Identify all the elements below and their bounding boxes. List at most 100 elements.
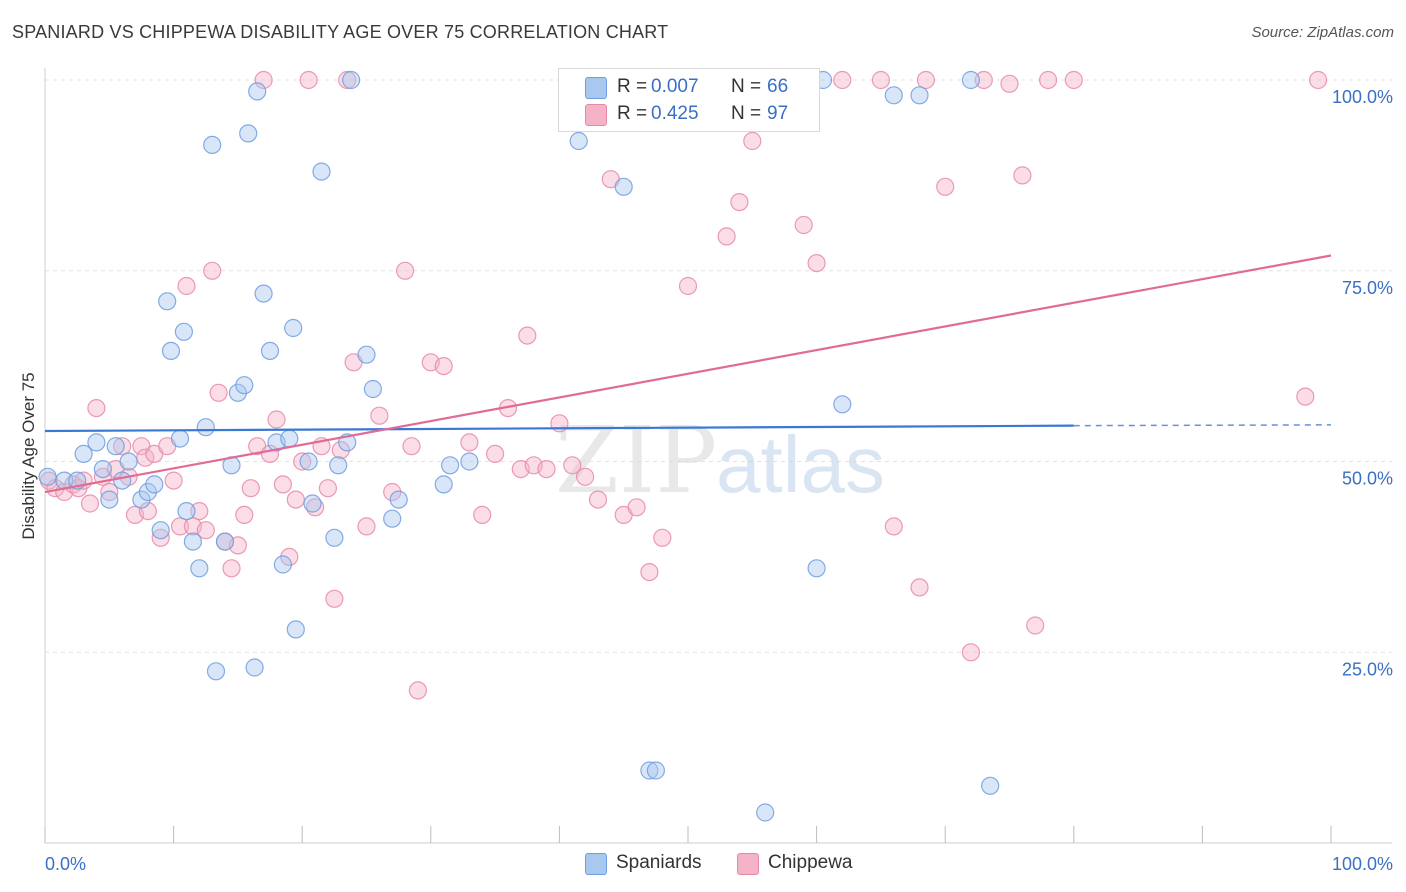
spaniards-point	[961, 70, 981, 90]
chippewa-point	[871, 70, 891, 90]
spaniards-point	[145, 475, 164, 494]
chippewa-point	[1038, 70, 1058, 90]
spaniards-point	[434, 475, 453, 494]
chippewa-point	[884, 517, 903, 536]
chippewa-point	[1296, 387, 1315, 406]
spaniards-point	[132, 490, 151, 509]
chippewa-point	[588, 490, 608, 509]
chippewa-point	[1000, 74, 1019, 93]
chippewa-point	[575, 467, 595, 486]
spaniards-point	[284, 318, 303, 338]
spaniards-point	[74, 444, 93, 463]
spaniards-point	[807, 559, 826, 578]
spaniards-point	[910, 86, 929, 105]
chippewa-point	[235, 505, 254, 525]
chippewa-point	[537, 460, 556, 479]
spaniards-point	[206, 662, 226, 681]
chippewa-point	[113, 437, 132, 456]
chippewa-point	[273, 475, 292, 494]
chippewa-point	[293, 452, 312, 471]
chippewa-point	[396, 261, 415, 280]
chippewa-point	[916, 70, 936, 90]
spaniards-point	[100, 490, 119, 509]
spaniards-point	[303, 494, 322, 513]
spaniards-point	[93, 460, 113, 479]
chippewa-point	[1308, 70, 1328, 90]
chippewa-point	[653, 528, 672, 547]
chippewa-swatch	[737, 853, 759, 875]
spaniards-point	[177, 502, 196, 521]
chippewa-point	[730, 193, 749, 212]
spaniards-point	[312, 162, 331, 181]
spaniards-point	[273, 555, 292, 574]
spaniards-point	[38, 467, 57, 486]
data-points	[38, 70, 1328, 822]
watermark-zip: ZIP	[555, 407, 717, 514]
spaniards-point	[87, 433, 106, 452]
chippewa-point	[170, 517, 190, 536]
spaniards-point	[299, 452, 318, 471]
chippewa-point	[254, 70, 273, 90]
spaniards-point	[342, 70, 361, 90]
spaniards-swatch	[585, 853, 607, 875]
spaniards-point	[389, 490, 408, 509]
chippewa-point	[209, 383, 228, 402]
y-tick-label: 75.0%	[1342, 278, 1393, 298]
spaniards-point	[235, 376, 254, 395]
chippewa-point	[910, 578, 929, 597]
chippewa-point	[318, 479, 337, 498]
chippewa-point	[325, 589, 344, 608]
chippewa-point	[460, 433, 479, 452]
spaniards-point	[196, 418, 215, 437]
chippewa-point	[473, 505, 492, 525]
chippewa-point	[299, 70, 318, 90]
spaniards-point	[190, 559, 209, 578]
spaniards-point	[441, 456, 460, 475]
chippewa-trend-line	[44, 254, 1332, 494]
chippewa-point	[177, 276, 196, 296]
chippewa-point	[267, 410, 286, 429]
spaniards-point	[363, 379, 382, 399]
spaniards-point	[228, 383, 247, 402]
spaniards-point	[280, 429, 299, 448]
spaniards-point	[640, 761, 659, 780]
axis-labels: Disability Age Over 75 25.0% 50.0% 75.0% 10…	[19, 87, 1393, 874]
chippewa-point	[434, 357, 453, 376]
n-label: N =	[731, 103, 762, 124]
chippewa-point	[370, 406, 389, 425]
spaniards-point	[161, 341, 181, 360]
chippewa-point	[1026, 616, 1045, 635]
chippewa-point	[280, 547, 299, 567]
chippewa-point	[408, 681, 427, 700]
spaniards-point	[158, 292, 177, 311]
spaniards-point	[203, 135, 222, 154]
chippewa-point	[222, 559, 241, 578]
x-tick-label-min: 0.0%	[45, 854, 86, 874]
spaniards-point	[981, 776, 1000, 795]
chippewa-point	[80, 494, 100, 513]
chart-title: SPANIARD VS CHIPPEWA DISABILITY AGE OVER…	[12, 22, 669, 42]
n-value: 66	[767, 76, 789, 97]
chippewa-point	[518, 326, 537, 345]
spaniards-trend-extension	[1073, 424, 1332, 427]
spaniards-point	[756, 803, 775, 822]
y-tick-label: 25.0%	[1342, 659, 1393, 679]
r-label: R =	[617, 103, 648, 124]
spaniards-point	[329, 456, 348, 475]
chippewa-point	[87, 399, 106, 418]
spaniards-point	[357, 345, 376, 364]
legend-label: Chippewa	[768, 852, 853, 873]
y-axis-title: Disability Age Over 75	[19, 372, 38, 539]
chippewa-point	[794, 215, 813, 235]
chippewa-point	[357, 517, 376, 536]
spaniards-point	[174, 322, 193, 341]
r-value: 0.007	[651, 76, 699, 97]
chippewa-point	[383, 482, 402, 502]
spaniards-point	[569, 131, 588, 151]
chippewa-point	[936, 177, 955, 196]
chippewa-point	[833, 70, 852, 90]
spaniards-point	[106, 437, 125, 456]
spaniards-point	[215, 532, 235, 551]
trend-lines	[44, 254, 1332, 494]
